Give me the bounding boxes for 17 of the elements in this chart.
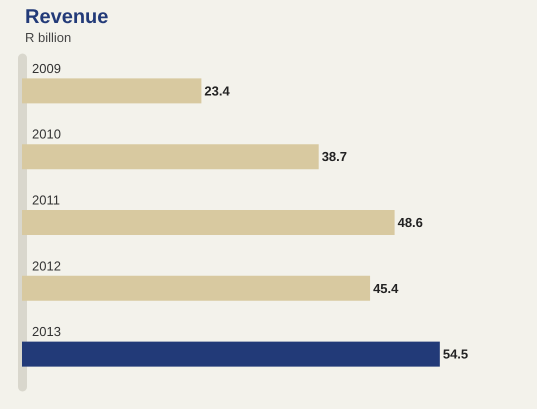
y-tick-label: 2013 [32,324,61,340]
bar [22,276,370,301]
y-tick-label: 2009 [32,60,61,76]
y-tick-label: 2011 [32,192,60,208]
chart-title: Revenue [25,6,108,28]
chart-subtitle: R billion [25,30,72,45]
data-label: 48.6 [398,215,423,230]
data-label: 23.4 [204,83,230,98]
bar [22,210,395,235]
bar [22,78,202,104]
bar [22,342,440,367]
y-tick-label: 2012 [32,258,61,274]
bar [22,144,319,170]
data-label: 45.4 [373,280,400,296]
data-label: 38.7 [322,149,348,164]
data-label: 54.5 [442,346,468,362]
y-tick-label: 2010 [32,126,61,142]
